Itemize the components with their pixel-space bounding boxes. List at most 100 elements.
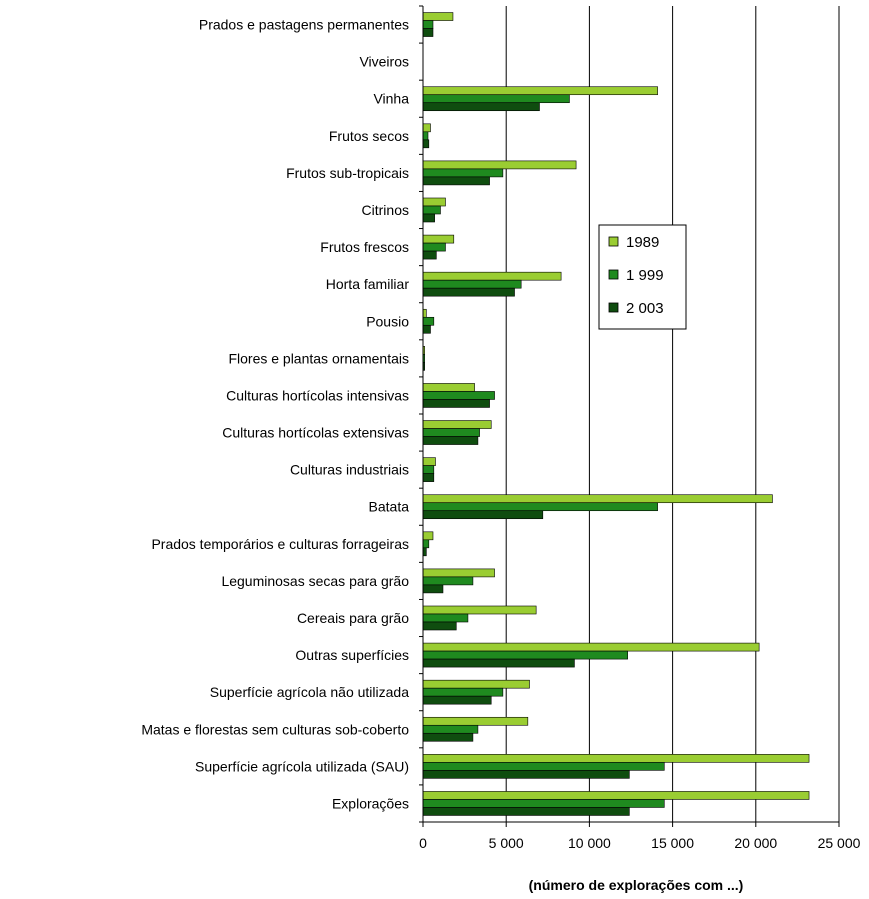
category-label: Batata (369, 499, 410, 515)
bar (422, 242, 446, 252)
bar (422, 605, 537, 615)
bar (422, 20, 434, 29)
bar (422, 465, 435, 474)
x-axis-label: (número de explorações com ...) (529, 877, 744, 893)
bar (422, 621, 457, 631)
bar (422, 28, 434, 37)
bar (422, 642, 760, 652)
bar (422, 799, 665, 808)
bar (422, 94, 570, 104)
bar (422, 234, 455, 244)
category-label: Superfície agrícola utilizada (SAU) (195, 758, 409, 774)
category-label: Frutos sub-tropicais (286, 165, 409, 181)
category-label: Flores e plantas ornamentais (228, 350, 409, 366)
bar (422, 213, 435, 223)
category-label: Explorações (332, 795, 409, 811)
bar (422, 12, 454, 21)
category-label: Matas e florestas sem culturas sob-cober… (141, 721, 409, 737)
bar (422, 205, 441, 215)
category-label: Frutos secos (329, 128, 409, 144)
bar (422, 716, 529, 726)
bar (422, 316, 435, 326)
bar (422, 531, 434, 541)
bar (422, 197, 446, 207)
category-label: Leguminosas secas para grão (221, 573, 409, 589)
bar (422, 679, 530, 689)
category-label: Horta familiar (326, 276, 410, 292)
bar (422, 754, 810, 763)
bar (422, 568, 495, 578)
bar (422, 724, 479, 734)
category-label: Outras superfícies (295, 647, 409, 663)
x-tick-label: 25 000 (818, 835, 861, 851)
bar (422, 160, 577, 170)
legend-swatch (608, 236, 619, 247)
bar (422, 86, 658, 96)
bar (422, 436, 479, 445)
bar (422, 732, 474, 742)
bar (422, 399, 490, 408)
x-tick-label: 10 000 (568, 835, 611, 851)
bar (422, 131, 429, 141)
legend-label: 1989 (626, 234, 659, 251)
category-labels: Prados e pastagens permanentes Viveiros Vi… (141, 17, 409, 812)
x-tick-label: 20 000 (734, 835, 777, 851)
category-label: Pousio (366, 313, 409, 329)
bar (422, 807, 630, 816)
gridlines (505, 6, 840, 822)
bars (422, 12, 810, 816)
category-label: Vinha (373, 91, 409, 107)
legend-label: 1 999 (626, 267, 664, 284)
category-label: Viveiros (359, 54, 409, 70)
bar (422, 383, 475, 392)
bar (422, 123, 431, 133)
bar (422, 271, 562, 281)
bar (422, 391, 495, 400)
bar (422, 287, 515, 297)
bar (422, 139, 430, 149)
bar (422, 473, 435, 482)
bar (422, 457, 436, 466)
x-tick-label: 5 000 (489, 835, 524, 851)
bar (422, 576, 474, 586)
bar (422, 695, 492, 705)
category-label: Cereais para grão (297, 610, 409, 626)
bar (422, 428, 480, 437)
category-label: Prados temporários e culturas forrageira… (151, 536, 409, 552)
category-label: Culturas hortícolas extensivas (222, 425, 409, 441)
axes (419, 5, 840, 827)
legend-label: 2 003 (626, 300, 664, 317)
category-label: Culturas industriais (290, 462, 409, 478)
bar (422, 613, 469, 623)
bar (422, 687, 504, 697)
legend-swatch (608, 269, 619, 280)
bar (422, 510, 544, 520)
legend: 1989 1 999 2 003 (598, 224, 687, 330)
bar (422, 762, 665, 771)
bar (422, 584, 444, 594)
bar (422, 420, 492, 429)
category-label: Citrinos (362, 202, 409, 218)
bar (422, 770, 630, 779)
bar (422, 494, 773, 504)
bar (422, 324, 431, 334)
bar (422, 176, 490, 186)
x-tick-label: 0 (419, 835, 427, 851)
bar (422, 279, 522, 289)
bar (422, 791, 810, 800)
category-label: Frutos frescos (320, 239, 409, 255)
legend-swatch (608, 302, 619, 313)
category-label: Superfície agrícola não utilizada (210, 684, 409, 700)
category-label: Culturas hortícolas intensivas (226, 387, 409, 403)
bar (422, 250, 437, 260)
bar (422, 650, 628, 660)
bar (422, 658, 575, 668)
category-label: Prados e pastagens permanentes (199, 17, 409, 33)
x-tick-labels: 0 5 000 10 000 15 000 20 000 25 000 (419, 835, 861, 851)
x-tick-label: 15 000 (651, 835, 694, 851)
bar (422, 168, 504, 178)
bar (422, 502, 658, 512)
bar (422, 539, 430, 549)
bar (422, 102, 540, 112)
